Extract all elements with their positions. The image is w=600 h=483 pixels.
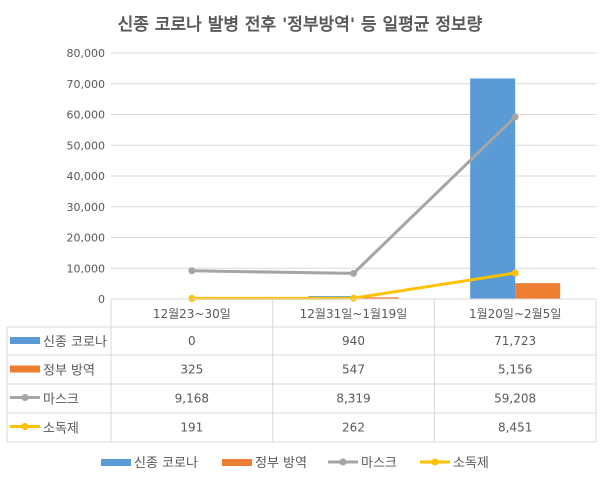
line-point — [350, 269, 357, 277]
table-cell: 8,319 — [336, 392, 370, 406]
legend-swatch — [10, 365, 40, 373]
legend-label: 소독제 — [453, 456, 489, 471]
legend-label: 정부 방역 — [255, 456, 307, 471]
line-point — [188, 267, 196, 275]
legend-marker — [339, 458, 347, 466]
y-tick-label: 60,000 — [67, 109, 106, 122]
y-tick-label: 40,000 — [67, 170, 106, 183]
category-label: 12월23~30일 — [153, 307, 231, 321]
bar — [353, 297, 399, 299]
legend-swatch — [101, 459, 131, 466]
legend-label: 마스크 — [361, 456, 397, 471]
y-tick-label: 80,000 — [67, 47, 106, 60]
legend-marker — [21, 394, 29, 401]
category-label: 12월31일~1월19일 — [300, 307, 408, 321]
table-series-name: 소독제 — [43, 422, 79, 437]
bar — [515, 283, 561, 299]
line-point — [511, 269, 519, 277]
y-tick-label: 20,000 — [67, 232, 106, 245]
table-cell: 9,168 — [175, 392, 209, 406]
table-cell: 8,451 — [498, 421, 532, 435]
legend-swatch — [222, 459, 252, 466]
table-cell: 547 — [342, 363, 365, 377]
table-cell: 262 — [342, 421, 365, 435]
table-series-name: 마스크 — [43, 393, 79, 408]
y-tick-label: 50,000 — [67, 139, 106, 152]
chart-title: 신종 코로나 발병 전후 '정부방역' 등 일평균 정보량 — [118, 14, 483, 35]
table-cell: 325 — [180, 363, 203, 377]
table-cell: 5,156 — [498, 363, 532, 377]
category-label: 1월20일~2월5일 — [469, 307, 561, 321]
y-tick-label: 70,000 — [67, 78, 106, 91]
legend-swatch — [10, 337, 40, 344]
legend-marker — [21, 423, 29, 430]
legend-label: 신종 코로나 — [134, 456, 198, 471]
table-series-name: 신종 코로나 — [43, 335, 107, 350]
line-point — [511, 113, 519, 121]
table-cell: 191 — [180, 421, 203, 435]
table-cell: 59,208 — [494, 392, 536, 406]
series-line — [191, 115, 517, 275]
y-tick-label: 10,000 — [67, 262, 106, 275]
table-cell: 71,723 — [494, 334, 536, 348]
y-tick-label: 30,000 — [67, 201, 106, 214]
table-series-name: 정부 방역 — [43, 364, 95, 379]
table-cell: 940 — [342, 334, 365, 348]
line-point — [188, 294, 196, 302]
bar — [470, 78, 516, 299]
y-tick-label: 0 — [98, 293, 105, 306]
legend-marker — [431, 458, 439, 466]
line-point — [350, 294, 357, 302]
table-cell: 0 — [188, 334, 196, 348]
